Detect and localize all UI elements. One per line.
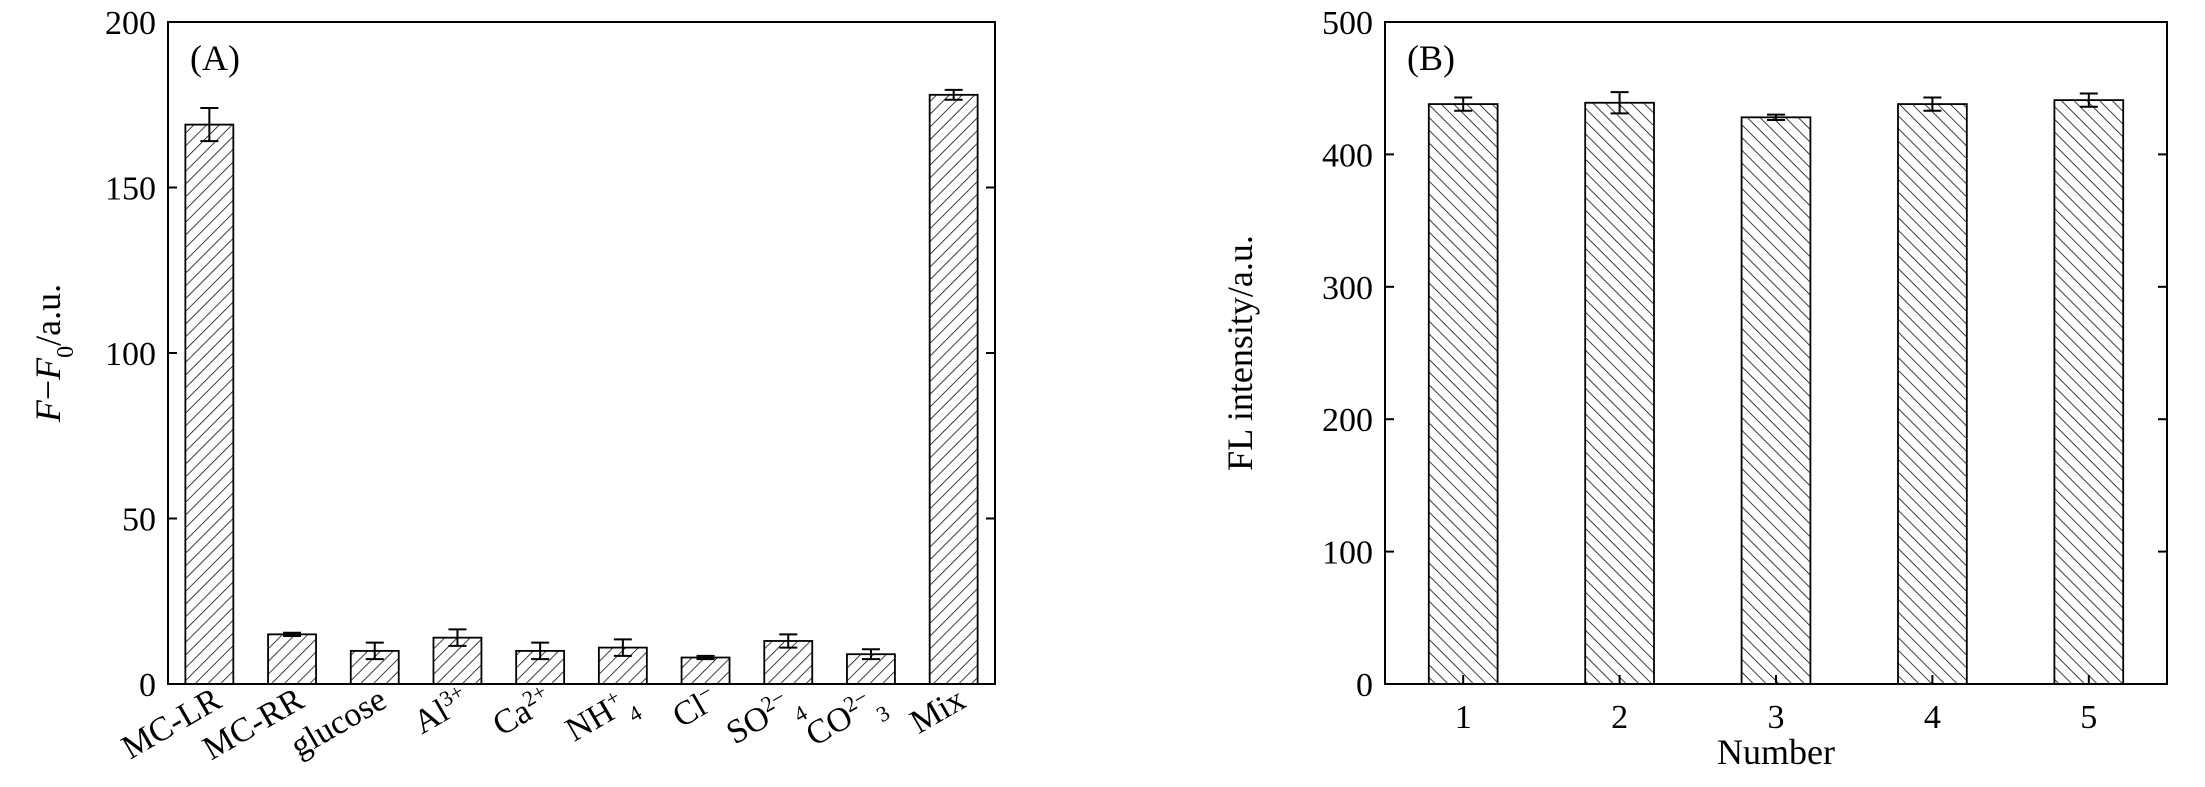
- x-category-label: NH+4: [558, 678, 646, 758]
- y-axis-title: FL intensity/a.u.: [1220, 235, 1260, 471]
- bar: [680, 656, 731, 685]
- y-tick-label: 400: [1322, 137, 1373, 174]
- panel-label: (A): [190, 38, 240, 78]
- y-tick-label: 0: [1356, 667, 1373, 704]
- y-tick-label: 100: [105, 336, 156, 373]
- x-category-label: Mix: [904, 681, 972, 741]
- panel-label: (B): [1407, 38, 1455, 78]
- x-axis-title: Number: [1717, 732, 1835, 772]
- bar: [928, 93, 979, 685]
- y-tick-label: 50: [122, 502, 156, 539]
- y-tick-label: 300: [1322, 270, 1373, 307]
- bar: [184, 123, 235, 685]
- x-category-label: 3: [1768, 699, 1785, 736]
- x-category-label: Al3+: [405, 678, 475, 742]
- bar: [1427, 103, 1499, 685]
- bar: [1584, 101, 1655, 685]
- chart-panel-b: 0 100 200 300 400 500 1 2 3 4 5 (B) FL intensity/a.u…: [1220, 5, 2168, 772]
- y-tick-label: 200: [105, 5, 156, 42]
- y-tick-label: 100: [1322, 535, 1373, 572]
- y-axis-title: F−F0/a.u.: [28, 284, 79, 423]
- x-category-label: Ca2+: [485, 678, 558, 744]
- y-tick-label: 150: [105, 171, 156, 208]
- x-category-label: CO2−3: [798, 678, 894, 762]
- x-category-label: 2: [1611, 699, 1628, 736]
- x-category-label: 4: [1924, 699, 1941, 736]
- bar: [267, 633, 317, 685]
- bar: [2053, 99, 2125, 685]
- y-tick-label: 0: [139, 667, 156, 704]
- y-tick-label: 200: [1322, 402, 1373, 439]
- y-tick-label: 500: [1322, 5, 1373, 42]
- bar: [1740, 116, 1812, 685]
- plot-frame: [167, 21, 996, 685]
- x-category-label: 5: [2080, 699, 2097, 736]
- x-category-label: glucose: [284, 681, 392, 765]
- bar: [1897, 103, 1968, 685]
- x-category-label: Cl−: [665, 678, 724, 735]
- x-category-label: SO2−4: [719, 678, 811, 760]
- x-category-label: 1: [1455, 699, 1472, 736]
